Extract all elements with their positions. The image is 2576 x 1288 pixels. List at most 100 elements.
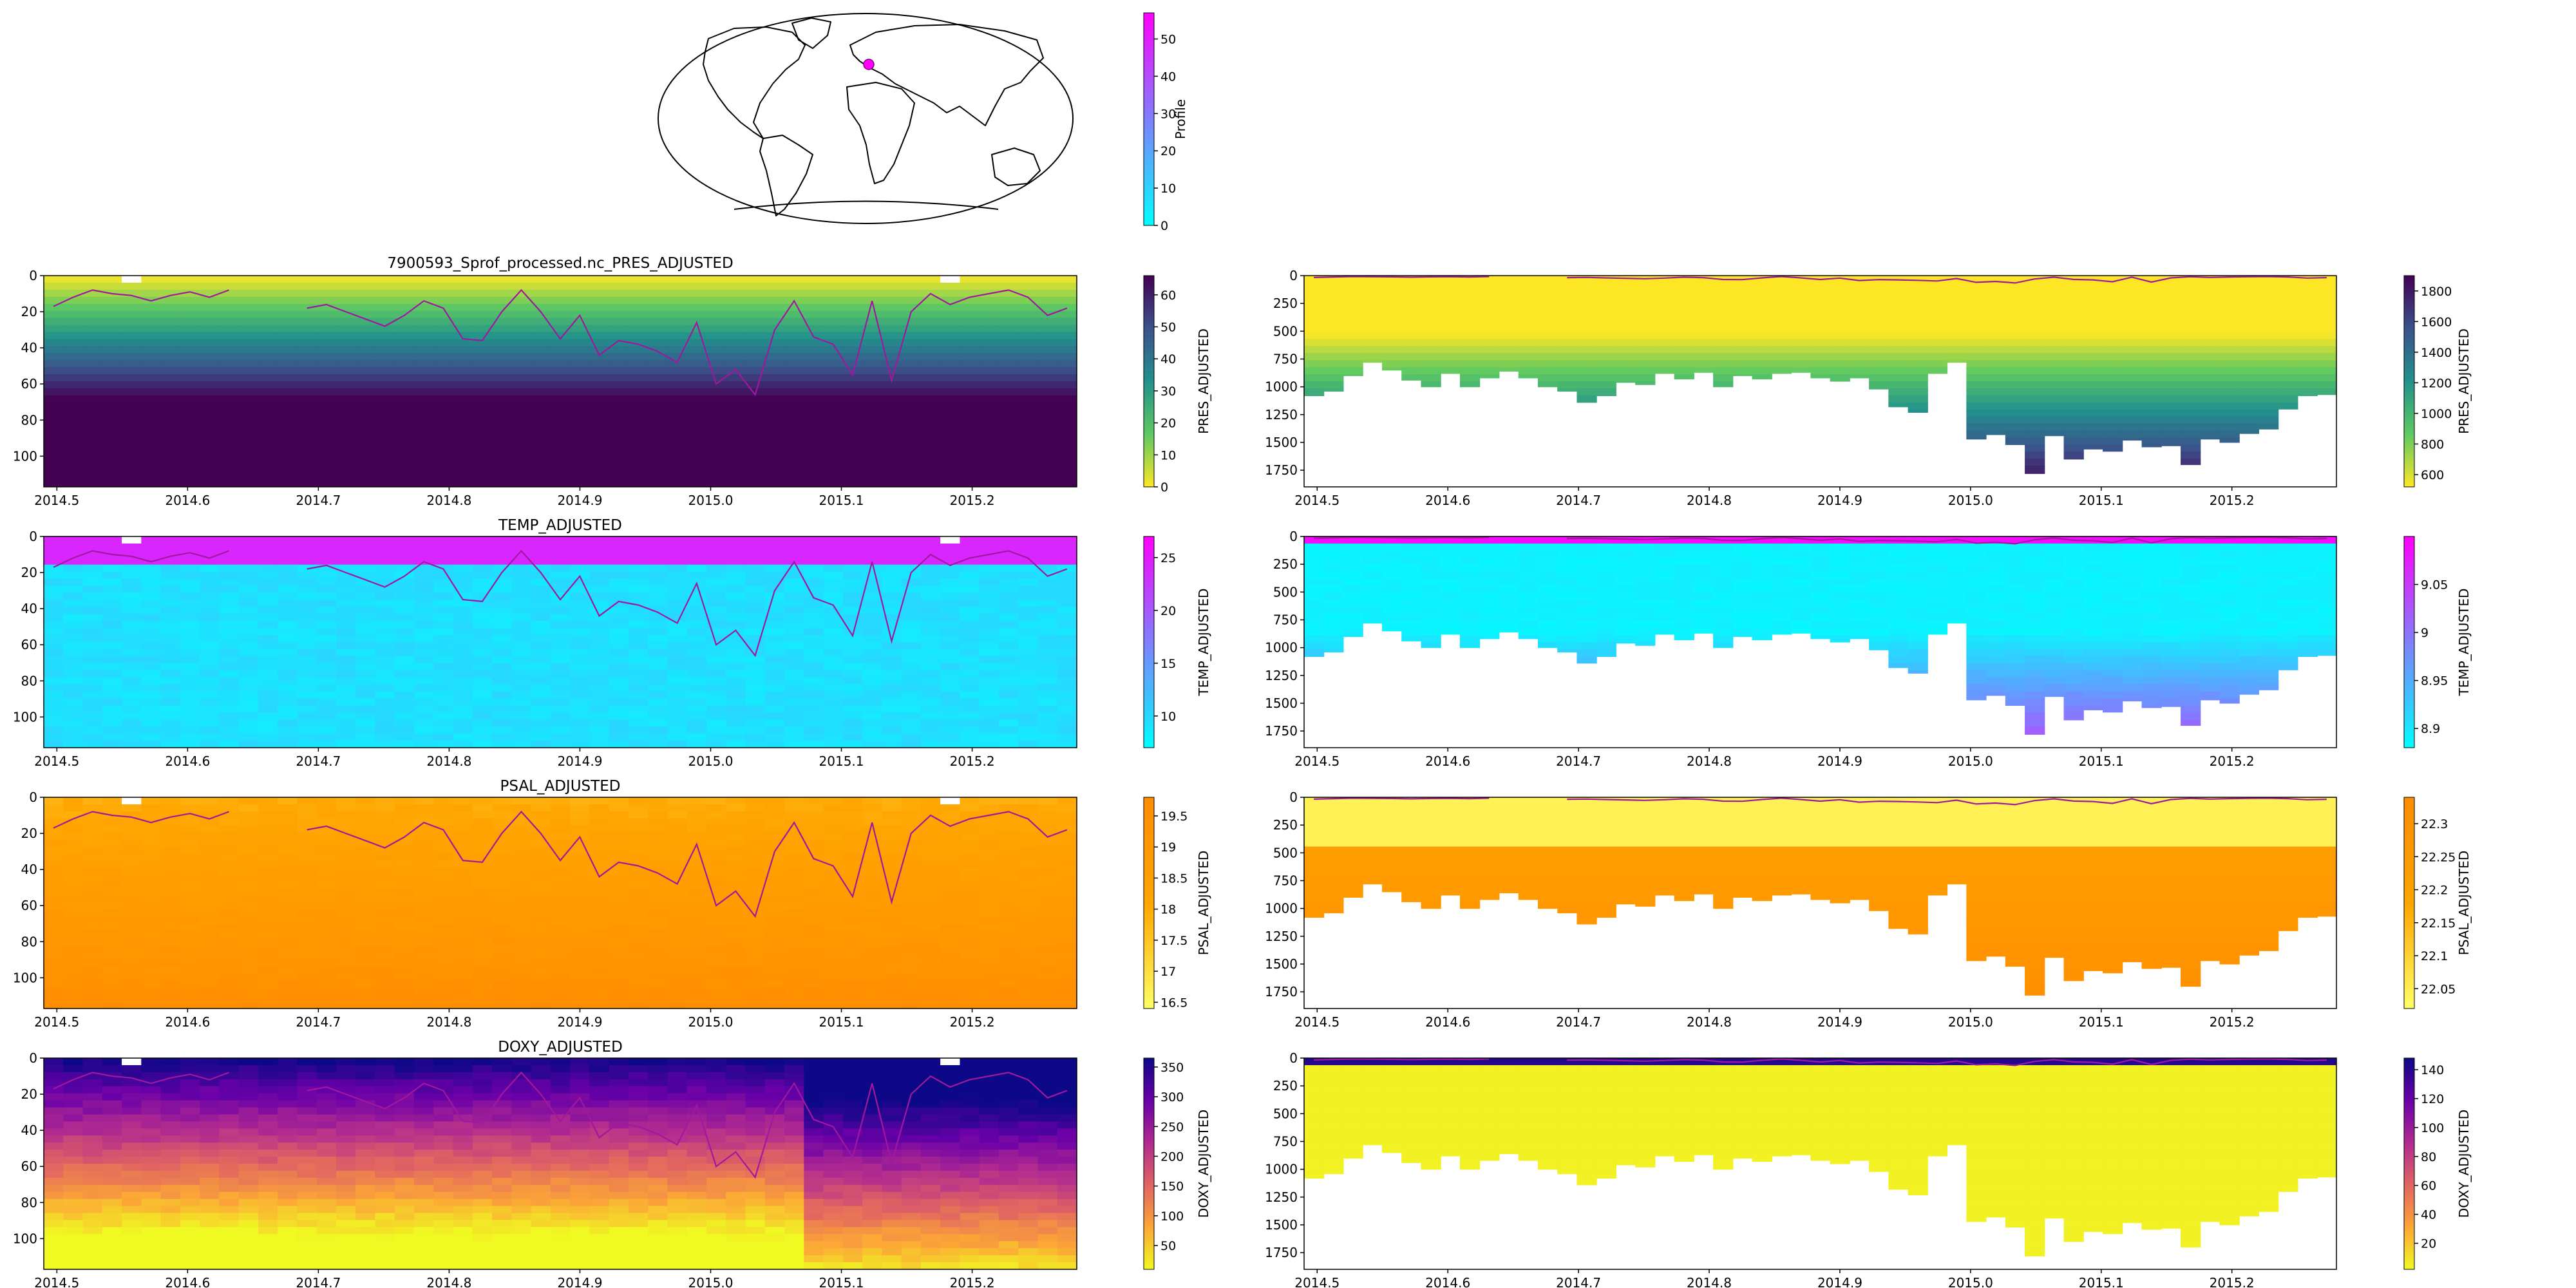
heatmap-cell (1440, 339, 1461, 346)
heatmap-cell (453, 564, 473, 573)
heatmap-cell (180, 635, 201, 643)
heatmap-cell (238, 600, 259, 607)
heatmap-cell (1421, 289, 1441, 298)
heatmap-cell (920, 395, 942, 403)
heatmap-cell (160, 296, 181, 305)
heatmap-cell (453, 635, 473, 643)
heatmap-cell (82, 466, 103, 473)
heatmap-cell (706, 346, 727, 354)
heatmap-cell (764, 607, 786, 614)
heatmap-cell (414, 367, 435, 375)
heatmap-cell (316, 296, 337, 305)
heatmap-cell (979, 621, 999, 629)
heatmap-cell (2083, 395, 2104, 403)
heatmap-cell (82, 353, 103, 361)
heatmap-cell (609, 374, 629, 382)
heatmap-cell (316, 388, 337, 396)
heatmap-cell (316, 571, 337, 580)
colorbar-tick-label: 1600 (2421, 315, 2452, 329)
heatmap-cell (589, 459, 610, 466)
heatmap-cell (648, 346, 668, 354)
heatmap-cell (316, 698, 337, 706)
heatmap-cell (589, 741, 610, 748)
heatmap-cell (394, 691, 415, 699)
heatmap-cell (200, 353, 220, 361)
heatmap-cell (1401, 564, 1422, 573)
heatmap-cell (570, 557, 591, 565)
heatmap-cell (1323, 339, 1344, 346)
heatmap-cell (219, 282, 240, 290)
heatmap-cell (2103, 423, 2123, 431)
heatmap-cell (920, 705, 942, 713)
heatmap-cell (1343, 317, 1363, 326)
heatmap-cell (960, 536, 980, 544)
heatmap-cell (2005, 628, 2026, 636)
heatmap-cell (1037, 564, 1058, 573)
heatmap-cell (998, 592, 1019, 600)
heatmap-cell (2005, 642, 2026, 650)
heatmap-cell (804, 402, 824, 410)
heatmap-cell (667, 317, 688, 326)
heatmap-cell (1654, 276, 1675, 283)
heatmap-cell (492, 339, 513, 346)
heatmap-cell (63, 663, 84, 671)
heatmap-cell (238, 578, 259, 587)
heatmap-cell (823, 663, 844, 671)
heatmap-cell (414, 663, 435, 671)
heatmap-cell (531, 564, 551, 573)
heatmap-cell (2005, 670, 2026, 678)
heatmap-cell (141, 381, 162, 389)
heatmap-cell (1343, 564, 1363, 573)
heatmap-cell (804, 536, 824, 544)
heatmap-cell (842, 684, 864, 692)
heatmap-cell (940, 677, 961, 685)
heatmap-cell (82, 310, 103, 319)
heatmap-cell (687, 346, 707, 354)
heatmap-cell (511, 614, 532, 621)
heatmap-cell (998, 698, 1019, 706)
heatmap-cell (667, 719, 688, 727)
heatmap-cell (102, 698, 123, 706)
heatmap-cell (355, 325, 376, 333)
heatmap-cell (2122, 381, 2143, 389)
heatmap-cell (842, 712, 864, 720)
heatmap-cell (433, 712, 454, 720)
heatmap-cell (2063, 310, 2084, 319)
heatmap-cell (200, 578, 220, 587)
heatmap-cell (1849, 543, 1870, 551)
heatmap-cell (316, 409, 337, 417)
heatmap-cell (453, 473, 473, 480)
heatmap-cell (238, 473, 259, 480)
heatmap-cell (784, 705, 805, 713)
heatmap-cell (1479, 332, 1500, 339)
heatmap-cell (82, 346, 103, 354)
heatmap-cell (1830, 289, 1850, 298)
heatmap-cell (63, 656, 84, 664)
heatmap-cell (745, 698, 766, 706)
heatmap-cell (667, 360, 688, 368)
heatmap-cell (706, 642, 727, 650)
heatmap-cell (200, 430, 220, 439)
heatmap-cell (628, 734, 649, 741)
heatmap-cell (122, 374, 142, 382)
heatmap-cell (1381, 289, 1403, 298)
heatmap-cell (1479, 317, 1500, 326)
heatmap-cell (940, 571, 961, 580)
heatmap-cell (180, 698, 201, 706)
heatmap-cell (804, 317, 824, 326)
heatmap-cell (667, 459, 688, 466)
heatmap-cell (1018, 691, 1039, 699)
heatmap-cell (1479, 543, 1500, 551)
heatmap-cell (2259, 388, 2279, 396)
heatmap-cell (2063, 296, 2084, 305)
heatmap-cell (2063, 600, 2084, 607)
heatmap-cell (1596, 367, 1616, 375)
heatmap-cell (63, 353, 84, 361)
heatmap-cell (1057, 719, 1077, 727)
heatmap-cell (784, 585, 805, 594)
heatmap-cell (1908, 628, 1928, 636)
heatmap-cell (492, 480, 513, 487)
heatmap-cell (2316, 303, 2336, 312)
heatmap-cell (1057, 628, 1077, 636)
